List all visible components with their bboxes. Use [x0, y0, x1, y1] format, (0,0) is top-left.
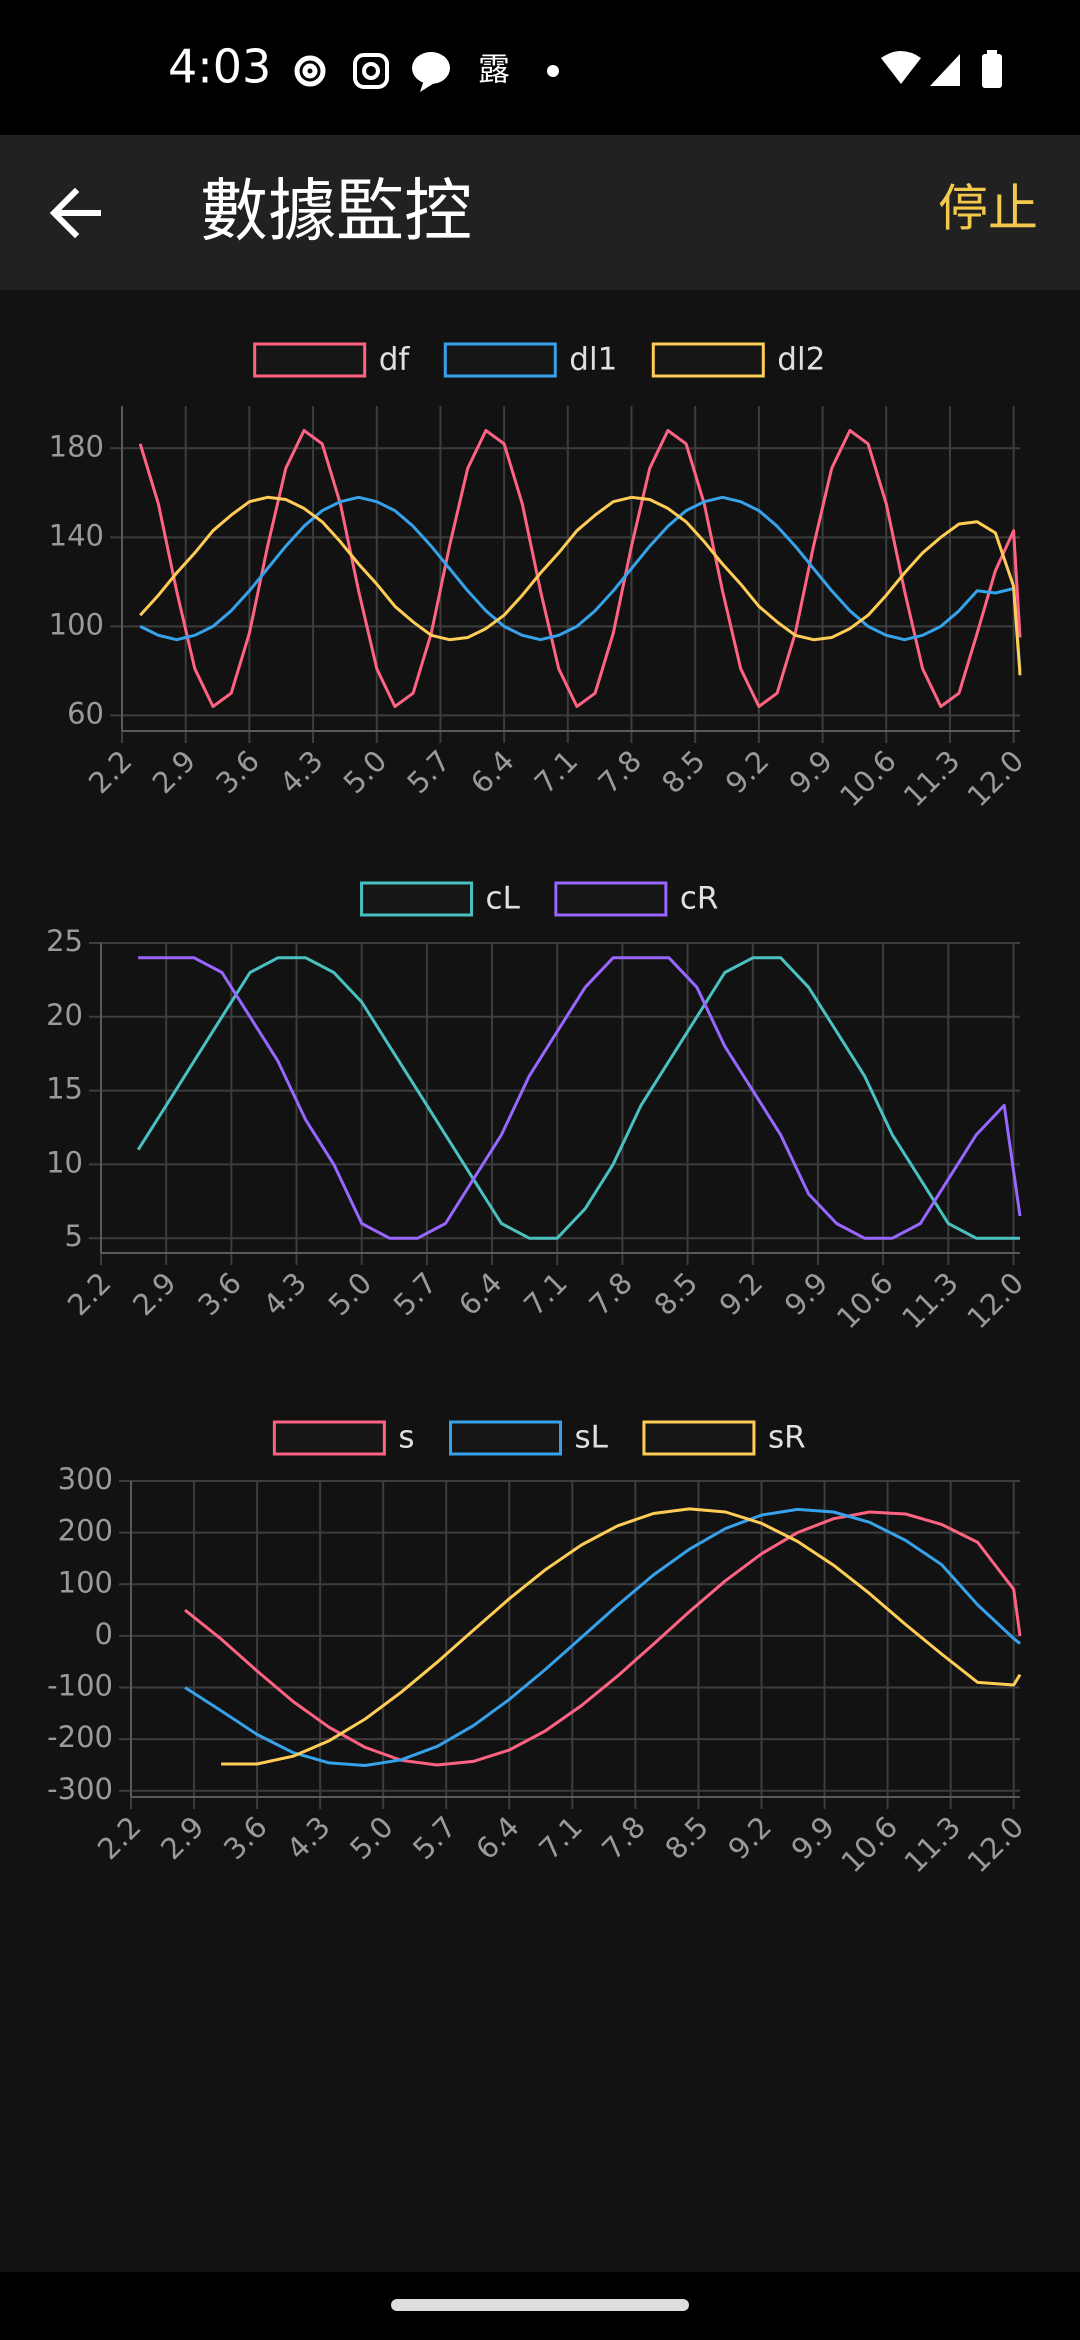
back-button[interactable] [49, 187, 101, 239]
legend-label: sR [768, 1420, 806, 1456]
y-tick-label: 300 [58, 1462, 113, 1496]
y-tick-label: 15 [46, 1072, 83, 1106]
y-tick-label: -200 [47, 1720, 113, 1754]
stop-button[interactable]: 停止 [938, 180, 1038, 238]
signal-icon [930, 54, 960, 86]
legend: cL cR [360, 881, 719, 917]
y-tick-label: 20 [46, 998, 83, 1032]
instagram-icon [353, 53, 389, 89]
status-time: 4:03 [168, 40, 271, 94]
y-tick-label: 100 [49, 607, 104, 641]
series-line [184, 1507, 1021, 1767]
y-tick-label: 180 [49, 429, 104, 463]
home-indicator[interactable] [391, 2299, 689, 2311]
y-tick-label: 5 [65, 1219, 83, 1253]
gear-icon [294, 55, 326, 87]
series-line [136, 956, 1020, 1240]
legend-swatch [642, 1420, 756, 1456]
legend-swatch [443, 342, 557, 378]
y-tick-label: 100 [58, 1565, 113, 1599]
legend-swatch [272, 1420, 386, 1456]
series-line [139, 495, 1022, 676]
legend-label: dl2 [777, 342, 825, 378]
y-tick-label: 0 [95, 1617, 113, 1651]
legend-swatch [253, 342, 367, 378]
series-line [138, 956, 1022, 1240]
legend-swatch [651, 342, 765, 378]
legend-swatch [449, 1420, 563, 1456]
legend-label: s [398, 1420, 414, 1456]
legend-label: sL [575, 1420, 609, 1456]
series-line [221, 1507, 1022, 1766]
y-tick-label: 10 [46, 1145, 83, 1179]
legend-label: cR [680, 881, 719, 917]
series-line [139, 495, 1022, 672]
y-tick-label: -100 [47, 1669, 113, 1703]
y-tick-label: 25 [46, 924, 83, 958]
y-tick-label: 60 [67, 696, 104, 730]
legend-swatch [554, 881, 668, 917]
battery-tip [987, 50, 997, 56]
legend: df dl1 dl2 [253, 342, 825, 378]
y-tick-label: 200 [58, 1514, 113, 1548]
series-line [138, 429, 1022, 708]
battery-icon [982, 54, 1002, 88]
y-tick-label: 140 [49, 518, 104, 552]
line-icon [412, 52, 450, 92]
series-line [184, 1510, 1022, 1767]
status-bar [0, 0, 1080, 135]
more-dot [547, 65, 559, 77]
legend: s sL sR [272, 1420, 806, 1456]
notification-icon: 露 [478, 50, 510, 88]
wifi-icon [881, 51, 921, 84]
legend-swatch [360, 881, 474, 917]
legend-label: cL [486, 881, 521, 917]
legend-label: dl1 [569, 342, 617, 378]
legend-label: df [379, 342, 411, 378]
app-bar [0, 135, 1080, 290]
y-tick-label: -300 [47, 1772, 113, 1806]
app-title: 數據監控 [200, 173, 472, 252]
